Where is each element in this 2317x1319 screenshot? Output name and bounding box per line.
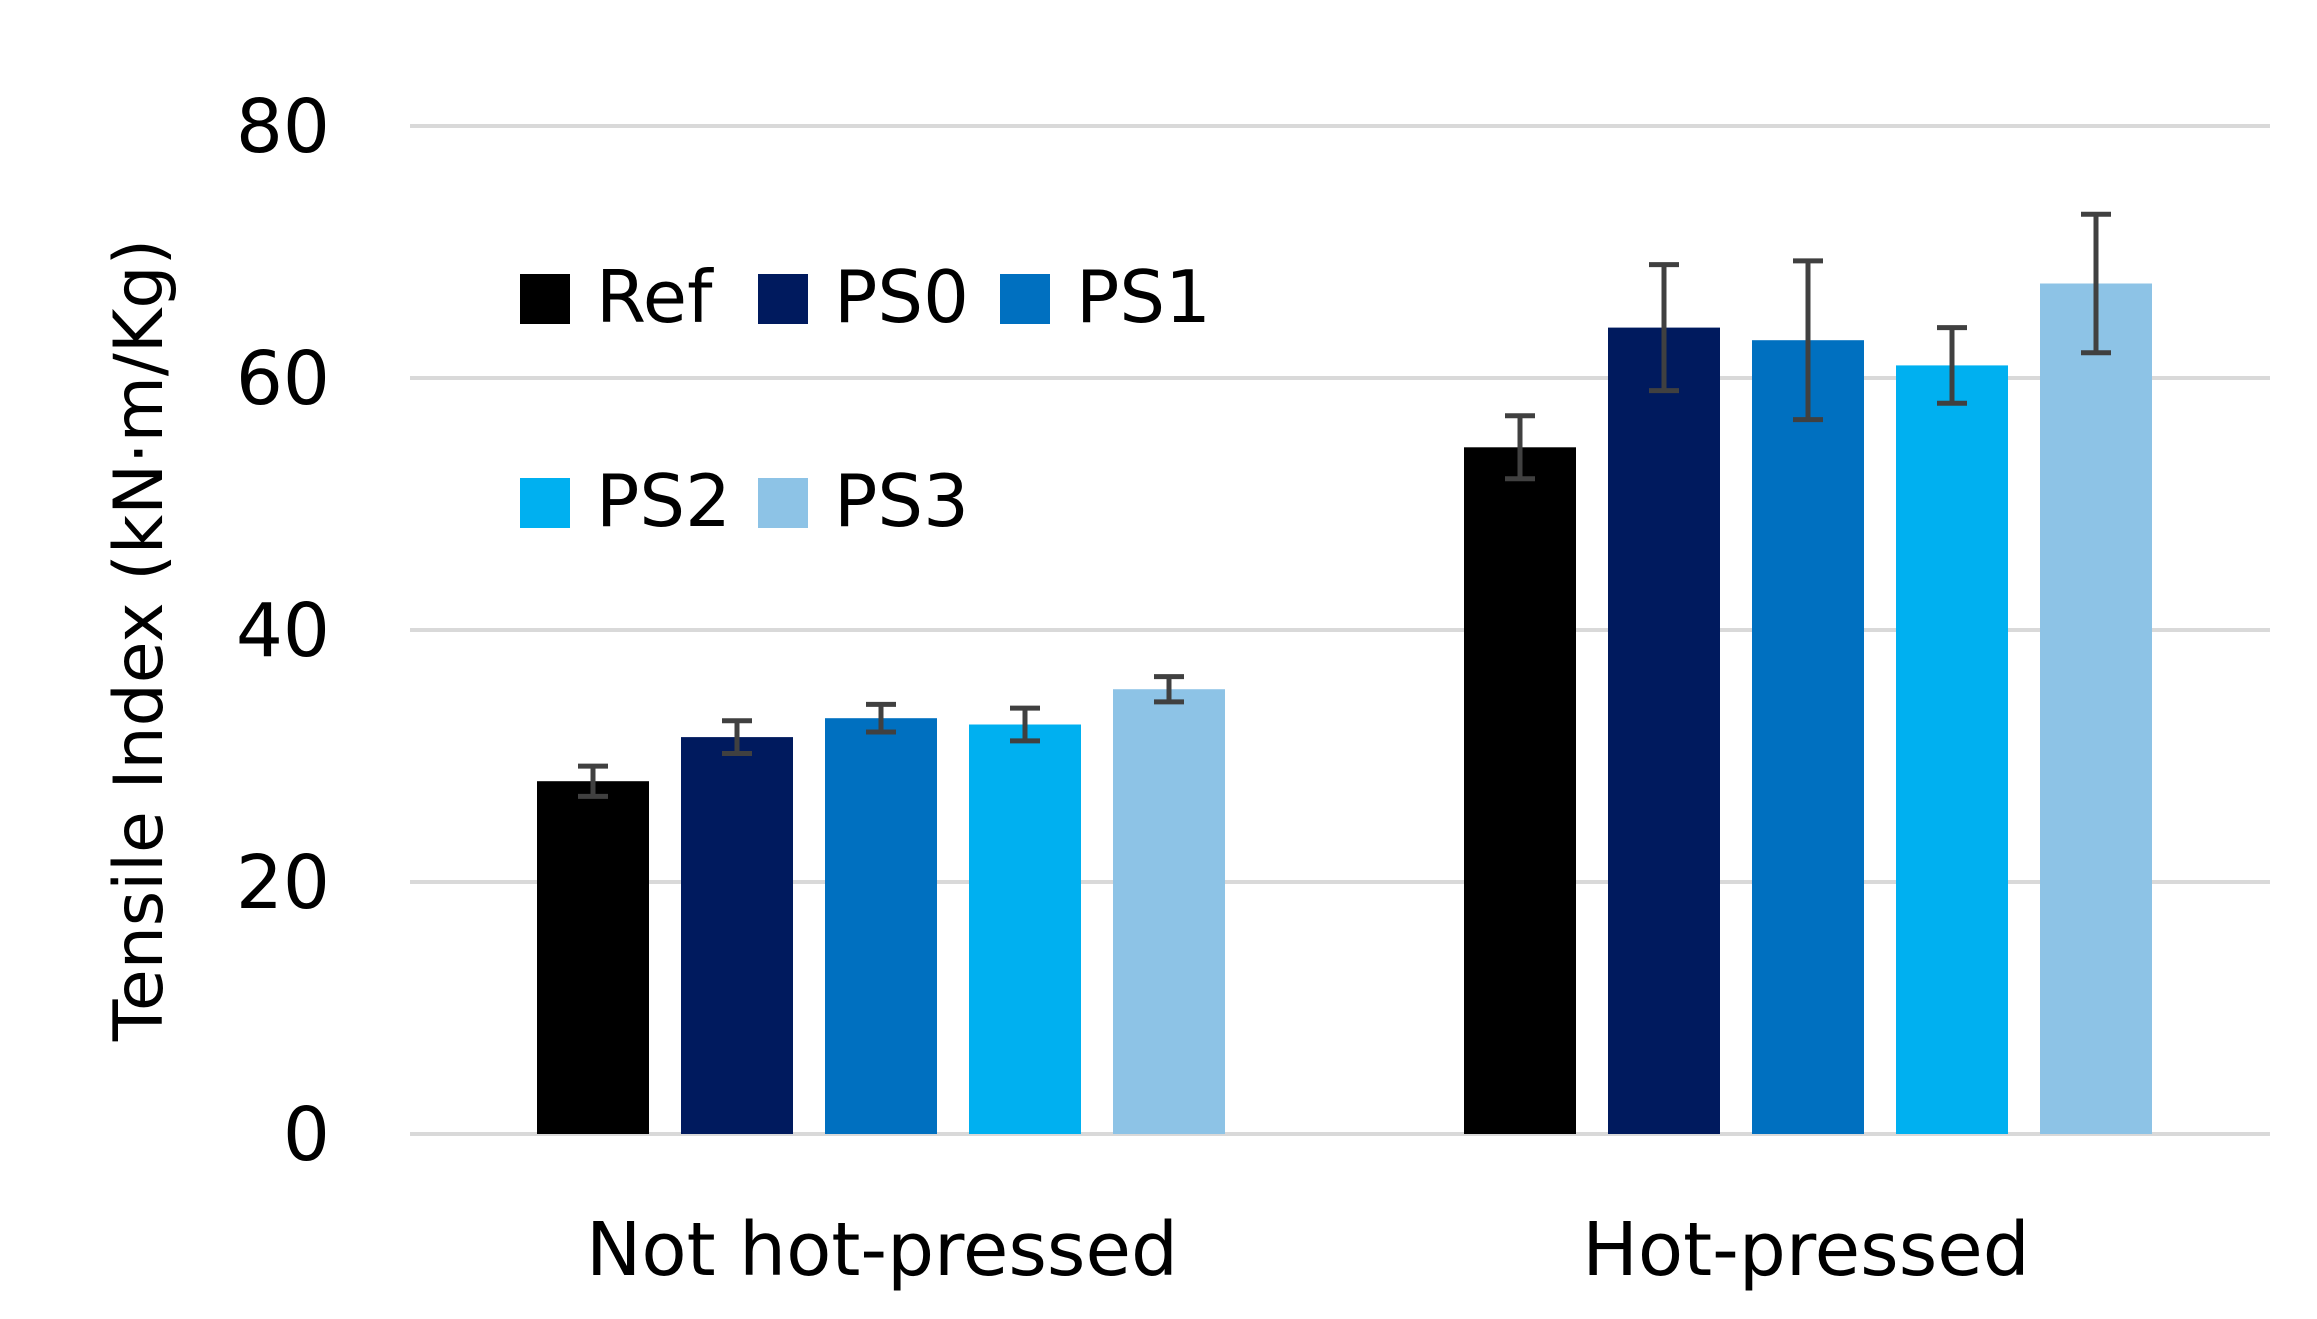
legend-swatch: [758, 274, 808, 324]
error-bar: [866, 701, 896, 735]
legend-item-ps3: PS3: [758, 459, 969, 543]
error-bar: [1793, 258, 1823, 423]
legend-label: PS1: [1076, 255, 1211, 339]
bar-ps0-hot-pressed: [1608, 327, 1720, 1135]
y-tick-label: 60: [236, 336, 330, 422]
y-tick-label: 80: [236, 84, 330, 170]
y-tick-label: 40: [236, 588, 330, 674]
error-bar: [1154, 674, 1184, 705]
y-tick-label: 0: [283, 1092, 330, 1178]
error-bar: [1505, 413, 1535, 482]
bars: [537, 283, 2152, 1135]
bar-ps3-hot-pressed: [2040, 283, 2152, 1134]
bar-ps0-not-hot-pressed: [681, 737, 793, 1134]
x-axis-categories: Not hot-pressed Hot-pressed: [586, 1207, 2030, 1293]
x-category-label: Hot-pressed: [1582, 1207, 2030, 1293]
bar-ref-hot-pressed: [1464, 447, 1576, 1134]
legend: Ref PS0 PS1 PS2 PS3: [520, 255, 1211, 543]
error-bar: [1937, 325, 1967, 406]
legend-item-ps2: PS2: [520, 459, 731, 543]
bar-ref-not-hot-pressed: [537, 781, 649, 1134]
y-tick-label: 20: [236, 840, 330, 926]
error-bar: [722, 718, 752, 756]
bar-ps1-hot-pressed: [1752, 340, 1864, 1134]
error-bar: [2081, 211, 2111, 356]
y-axis-ticks: 0 20 40 60 80: [236, 84, 330, 1178]
y-axis-title: Tensile Index (kN·m/Kg): [100, 239, 179, 1042]
legend-swatch: [520, 274, 570, 324]
error-bars: [578, 211, 2111, 799]
error-bar: [578, 763, 608, 799]
bar-ps1-not-hot-pressed: [825, 718, 937, 1134]
legend-label: PS3: [834, 459, 969, 543]
x-category-label: Not hot-pressed: [586, 1207, 1178, 1293]
bar-ps2-not-hot-pressed: [969, 724, 1081, 1134]
bar-ps3-not-hot-pressed: [1113, 689, 1225, 1134]
error-bar: [1010, 705, 1040, 744]
legend-label: Ref: [596, 255, 714, 339]
error-bar: [1649, 262, 1679, 394]
legend-label: PS2: [596, 459, 731, 543]
legend-item-ps1: PS1: [1000, 255, 1211, 339]
legend-swatch: [1000, 274, 1050, 324]
legend-label: PS0: [834, 255, 969, 339]
bar-ps2-hot-pressed: [1896, 365, 2008, 1134]
legend-item-ref: Ref: [520, 255, 714, 339]
legend-item-ps0: PS0: [758, 255, 969, 339]
legend-swatch: [520, 478, 570, 528]
legend-swatch: [758, 478, 808, 528]
